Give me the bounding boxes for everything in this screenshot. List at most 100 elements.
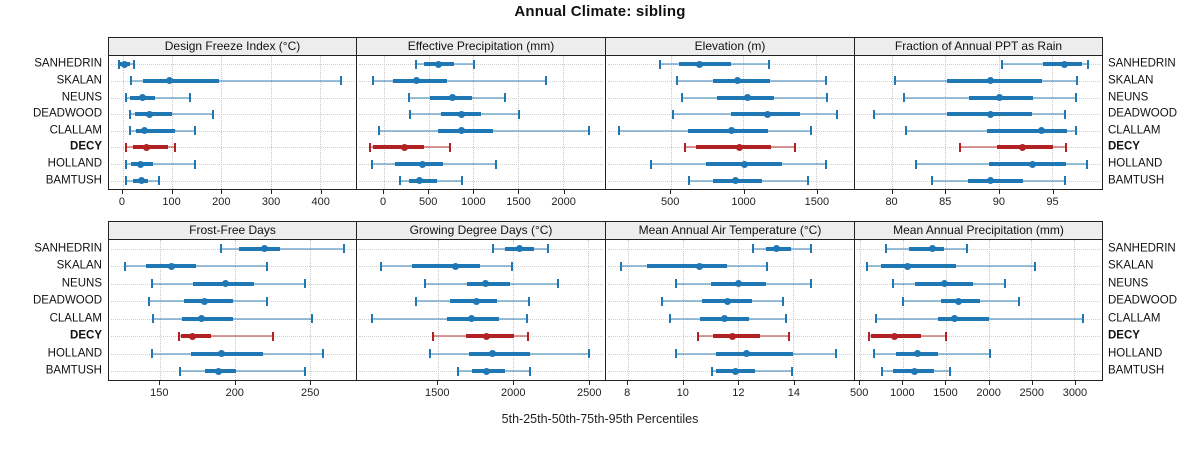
station-row xyxy=(606,139,854,156)
station-row xyxy=(855,363,1102,381)
median-dot xyxy=(891,332,899,340)
whisker-cap-low xyxy=(152,314,155,324)
station-row xyxy=(855,106,1102,123)
whisker-cap-low xyxy=(930,176,933,186)
median-dot xyxy=(458,127,466,135)
station-label-right: SKALAN xyxy=(1108,74,1154,87)
station-label-right: DEADWOOD xyxy=(1108,294,1177,307)
whisker-cap-high xyxy=(132,59,135,69)
whisker-cap-low xyxy=(872,349,875,359)
median-dot xyxy=(941,280,949,288)
whisker-cap-high xyxy=(834,349,837,359)
median-dot xyxy=(903,262,911,270)
row-guide-line xyxy=(111,80,354,82)
axis-tick xyxy=(902,381,904,385)
axis-tick xyxy=(682,381,684,385)
station-row xyxy=(606,328,854,346)
gridline xyxy=(860,240,862,380)
station-row xyxy=(109,275,356,293)
median-dot xyxy=(729,332,737,340)
row-guide-line xyxy=(359,164,603,166)
row-guide-line xyxy=(857,266,1100,268)
whisker-cap-low xyxy=(150,349,153,359)
station-label-right: NEUNS xyxy=(1108,277,1149,289)
row-guide-line xyxy=(857,336,1100,338)
median-dot xyxy=(214,367,222,375)
row-guide-line xyxy=(111,147,354,149)
row-guide-line xyxy=(111,97,354,99)
median-dot xyxy=(516,245,524,253)
station-row xyxy=(109,363,356,381)
figure-title: Annual Climate: sibling xyxy=(514,3,686,20)
whisker-cap-low xyxy=(372,76,375,86)
whisker-cap-high xyxy=(321,349,324,359)
median-dot xyxy=(736,143,744,151)
axis-tick-label: 1000 xyxy=(890,387,915,399)
gridline xyxy=(221,56,223,189)
median-dot xyxy=(489,350,497,358)
gridline xyxy=(1074,240,1076,380)
whisker-cap-high xyxy=(526,331,529,341)
gridline xyxy=(738,240,740,380)
axis-tick xyxy=(793,381,795,385)
panel-data-area xyxy=(109,56,356,189)
whisker-cap-high xyxy=(825,93,828,103)
row-guide-line xyxy=(857,248,1100,250)
whisker-cap-low xyxy=(661,296,664,306)
gridline xyxy=(628,240,630,380)
row-guide-line xyxy=(857,283,1100,285)
whisker-cap-high xyxy=(793,142,796,152)
whisker-cap-low xyxy=(407,93,410,103)
axis-tick-label: 10 xyxy=(676,387,689,399)
station-row xyxy=(357,73,605,90)
gridline xyxy=(945,240,947,380)
gridline xyxy=(473,56,475,189)
station-row xyxy=(606,73,854,90)
whisker-cap-high xyxy=(174,142,177,152)
median-dot xyxy=(166,77,174,85)
median-dot xyxy=(913,350,921,358)
axis-tick xyxy=(945,381,947,385)
axis-tick-label: 3000 xyxy=(1062,387,1088,399)
station-label-left: CLALLAM xyxy=(49,312,102,324)
station-row xyxy=(606,172,854,189)
whisker-cap-low xyxy=(457,366,460,376)
whisker-cap-low xyxy=(147,296,150,306)
whisker-cap-low xyxy=(959,142,962,152)
median-dot xyxy=(740,160,748,168)
station-row xyxy=(357,310,605,328)
whisker-cap-low xyxy=(428,349,431,359)
station-row xyxy=(357,240,605,258)
whisker-cap-high xyxy=(556,279,559,289)
axis-tick xyxy=(743,190,745,194)
median-dot xyxy=(732,367,739,375)
median-dot xyxy=(452,262,460,270)
whisker-cap-high xyxy=(1063,109,1066,119)
station-row xyxy=(606,106,854,123)
bar-25th-75th xyxy=(182,316,234,321)
whisker-cap-high xyxy=(945,331,948,341)
whisker-cap-low xyxy=(219,244,222,254)
station-row xyxy=(357,328,605,346)
station-label-left: BAMTUSH xyxy=(45,173,102,186)
station-row xyxy=(109,172,356,189)
axis-tick-label: 200 xyxy=(225,387,244,399)
gridline xyxy=(816,56,818,189)
panel-3: Fraction of Annual PPT as Rain xyxy=(854,37,1103,190)
median-dot xyxy=(743,94,751,102)
whisker-cap-low xyxy=(894,76,897,86)
axis-tick xyxy=(1074,381,1076,385)
whisker-cap-low xyxy=(867,331,870,341)
station-row xyxy=(357,56,605,73)
median-dot xyxy=(217,350,225,358)
median-dot xyxy=(723,297,731,305)
whisker-cap-high xyxy=(787,331,790,341)
whisker-cap-low xyxy=(415,296,418,306)
station-row xyxy=(855,172,1102,189)
whisker-cap-low xyxy=(914,159,917,169)
gridline xyxy=(793,240,795,380)
whisker-5th-95th xyxy=(177,335,273,338)
row-guide-line xyxy=(359,64,603,66)
whisker-cap-high xyxy=(782,296,785,306)
gridline xyxy=(309,240,311,380)
